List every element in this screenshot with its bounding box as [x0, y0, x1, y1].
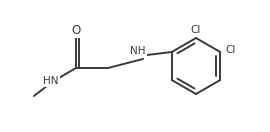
Text: HN: HN [43, 76, 59, 86]
Text: Cl: Cl [225, 45, 235, 55]
Text: NH: NH [130, 46, 146, 56]
Text: O: O [71, 25, 81, 37]
Text: Cl: Cl [191, 25, 201, 35]
